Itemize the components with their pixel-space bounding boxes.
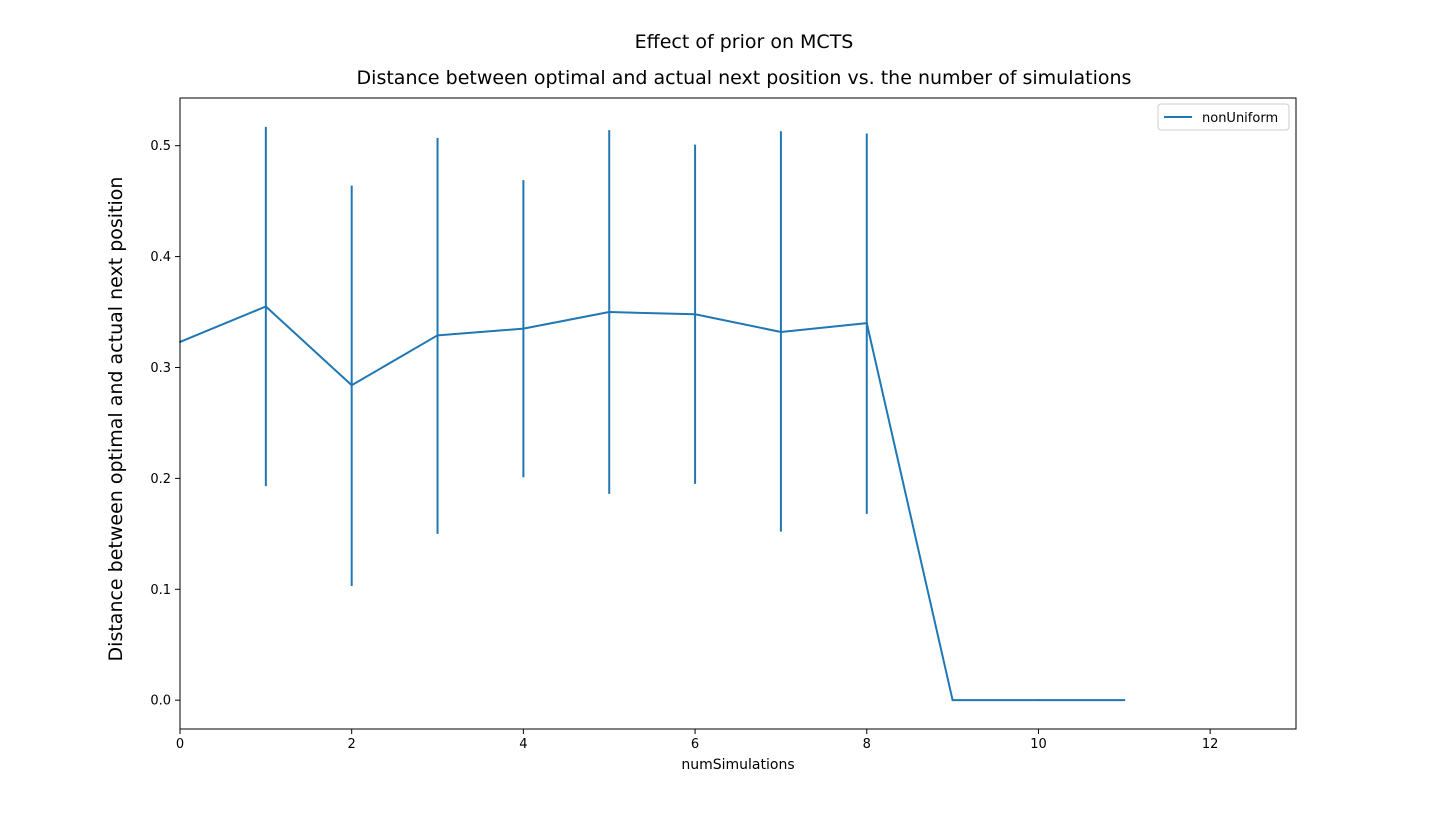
series-line-nonUniform (179, 305, 1125, 702)
y-axis-ticks: 0.0 0.1 0.2 0.3 0.4 0.5 (150, 139, 180, 709)
data-point (264, 305, 267, 308)
y-tick-label: 0.2 (150, 472, 171, 487)
data-point (1123, 699, 1126, 702)
y-tick-label: 0.1 (150, 583, 171, 598)
plot-area (179, 126, 1126, 702)
data-point (436, 334, 439, 337)
y-tick-label: 0.5 (150, 139, 171, 154)
x-tick-label: 8 (863, 737, 871, 752)
data-point (608, 311, 611, 314)
data-point (779, 330, 782, 333)
x-axis-label: numSimulations (681, 757, 794, 773)
x-tick-label: 6 (691, 737, 699, 752)
data-point (951, 699, 954, 702)
legend-box (1157, 103, 1290, 131)
legend-label-nonUniform: nonUniform (1202, 111, 1278, 126)
chart-title: Distance between optimal and actual next… (357, 67, 1132, 89)
legend: nonUniform (1157, 103, 1290, 131)
data-point (522, 327, 525, 330)
x-tick-label: 4 (519, 737, 527, 752)
x-tick-label: 10 (1030, 737, 1047, 752)
data-point (865, 322, 868, 325)
data-point (350, 384, 353, 387)
data-point (1037, 699, 1040, 702)
x-tick-label: 0 (176, 737, 184, 752)
chart-suptitle: Effect of prior on MCTS (635, 31, 854, 53)
y-tick-label: 0.0 (150, 694, 171, 709)
y-axis-label: Distance between optimal and actual next… (105, 177, 127, 662)
x-tick-label: 12 (1202, 737, 1219, 752)
axes-frame (179, 97, 1297, 730)
y-tick-label: 0.3 (150, 361, 171, 376)
y-tick-label: 0.4 (150, 250, 171, 265)
x-axis-ticks: 0 2 4 6 8 10 12 (176, 729, 1219, 752)
series-nonUniform (179, 126, 1126, 702)
x-tick-label: 2 (348, 737, 356, 752)
data-point (694, 313, 697, 316)
